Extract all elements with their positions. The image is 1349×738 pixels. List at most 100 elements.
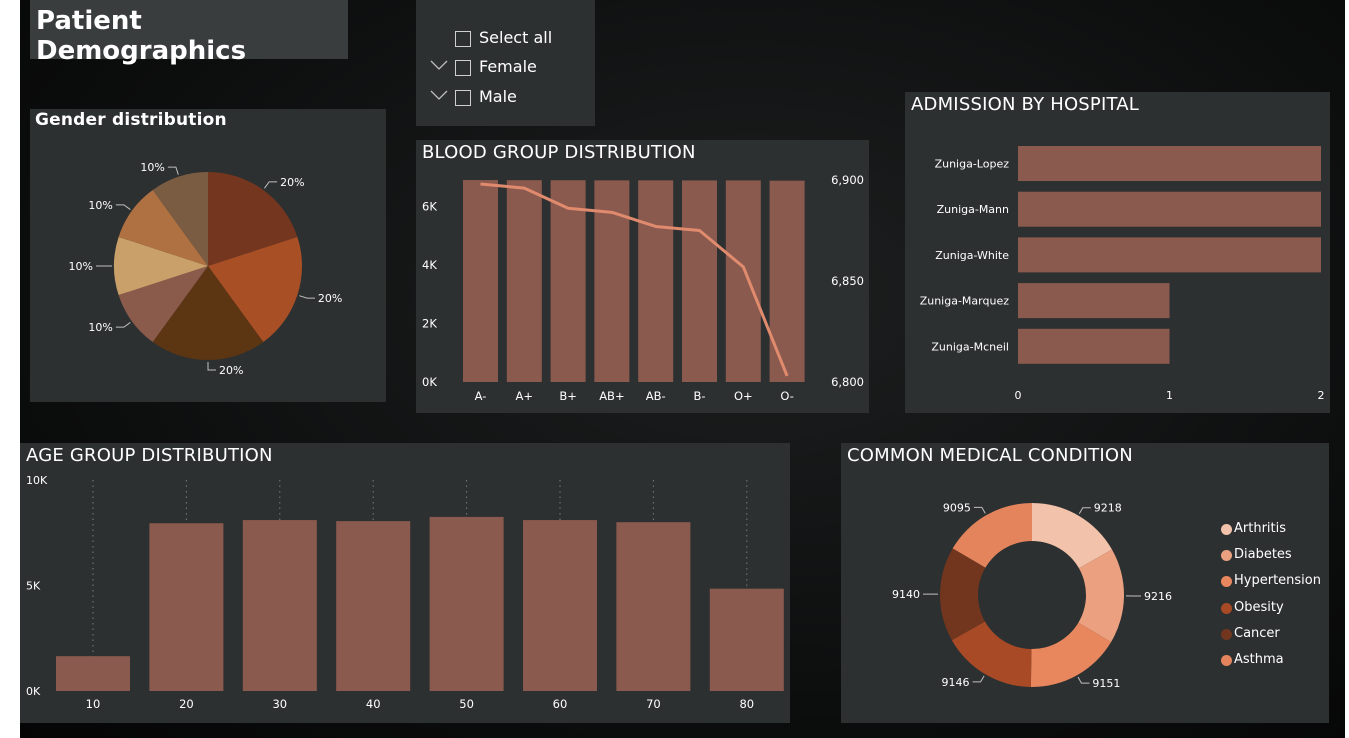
- y-tick-label: 2K: [422, 316, 437, 330]
- x-tick-label: B+: [559, 389, 577, 403]
- bar: [1018, 283, 1170, 319]
- right-margin-strip: [1345, 0, 1349, 738]
- blood-group-panel: BLOOD GROUP DISTRIBUTION 0K 2K 4K 6K 6,900 6,…: [416, 140, 869, 413]
- condition-slice: [951, 621, 1032, 687]
- page-title: Patient Demographics: [36, 6, 247, 66]
- x-tick-label: 70: [646, 697, 661, 711]
- x-tick-label: 80: [739, 697, 754, 711]
- slice-data-label: 9218: [1094, 502, 1122, 515]
- slice-data-label: 20%: [280, 176, 304, 189]
- slicer-item-label: Select all: [479, 28, 553, 47]
- chart-title: AGE GROUP DISTRIBUTION: [26, 445, 273, 466]
- leader-line: [115, 322, 131, 328]
- x-tick-label: 40: [366, 697, 381, 711]
- gender-distribution-panel: Gender distribution 20% 20% 20% 10% 10% 10% 10…: [30, 109, 386, 402]
- gender-slicer[interactable]: Select all Female Male: [416, 0, 595, 126]
- x-tick-label: 2: [1318, 389, 1325, 402]
- condition-slice: [1030, 622, 1112, 687]
- x-tick-label: AB-: [646, 389, 666, 403]
- y-tick-label: Zuniga-Marquez: [920, 295, 1010, 308]
- gender-slice: [208, 236, 302, 343]
- gender-slice: [118, 266, 208, 343]
- gender-slice: [113, 236, 208, 296]
- leader-line: [207, 362, 216, 371]
- y-tick-label: Zuniga-Mann: [937, 203, 1009, 216]
- leader-line: [167, 166, 179, 175]
- legend-label: Obesity: [1234, 599, 1284, 615]
- bar: [429, 516, 504, 691]
- x-tick-label: A+: [516, 389, 534, 403]
- gender-slice: [118, 189, 208, 266]
- bar: [616, 522, 691, 691]
- legend-label: Hypertension: [1234, 573, 1321, 589]
- bar: [1018, 237, 1321, 273]
- x-tick-label: 10: [86, 697, 101, 711]
- gender-pie-chart: 20% 20% 20% 10% 10% 10% 10%: [69, 161, 343, 377]
- y-tick-label: 0K: [422, 375, 437, 389]
- x-tick-label: AB+: [599, 389, 624, 403]
- bar: [725, 180, 761, 382]
- leader-line: [1077, 676, 1090, 684]
- gender-slice: [152, 172, 208, 266]
- slicer-item-select-all[interactable]: Select all: [416, 28, 595, 52]
- bar: [506, 180, 542, 382]
- y-tick-label: Zuniga-Lopez: [935, 158, 1010, 171]
- legend-marker: [1221, 550, 1232, 562]
- x-tick-label: 50: [459, 697, 474, 711]
- x-tick-label: B-: [693, 389, 705, 403]
- bar: [56, 656, 130, 691]
- gender-slice: [152, 266, 264, 360]
- age-group-panel: AGE GROUP DISTRIBUTION 0K 5K 10K 10 20 30 40 50…: [20, 443, 790, 723]
- slice-data-label: 10%: [69, 260, 93, 273]
- line-series: [480, 182, 789, 377]
- slice-data-label: 9140: [892, 588, 920, 601]
- y-tick-label: Zuniga-White: [935, 249, 1009, 262]
- bar: [709, 588, 784, 691]
- x-tick-label: A-: [475, 389, 487, 403]
- bar: [550, 180, 586, 382]
- legend-label: Diabetes: [1234, 547, 1292, 563]
- title-panel: Patient Demographics: [30, 0, 348, 66]
- checkbox[interactable]: [455, 31, 471, 47]
- bar: [336, 521, 411, 691]
- hospital-bar-chart: Zuniga-Lopez Zuniga-Mann Zuniga-White Zunig…: [920, 146, 1325, 402]
- slice-data-label: 10%: [88, 199, 112, 212]
- legend-label: Arthritis: [1234, 521, 1287, 536]
- y2-tick-label: 6,900: [831, 173, 864, 187]
- checkbox[interactable]: [455, 60, 471, 76]
- medical-condition-donut: 9218 9216 9151 9146 9140 9095: [892, 501, 1172, 690]
- slicer-item-male[interactable]: Male: [416, 87, 595, 111]
- bar: [638, 180, 674, 382]
- gender-slice: [208, 172, 298, 266]
- legend-marker: [1221, 602, 1232, 614]
- chart-title: BLOOD GROUP DISTRIBUTION: [422, 142, 696, 163]
- chart-title: ADMISSION BY HOSPITAL: [911, 94, 1140, 115]
- bar: [242, 520, 317, 691]
- x-tick-label: 60: [553, 697, 568, 711]
- y-tick-label: Zuniga-Mcneil: [931, 340, 1009, 353]
- y-tick-label: 0K: [26, 685, 41, 698]
- blood-group-chart: 0K 2K 4K 6K 6,900 6,850 6,800 A- A+ B+ AB+ AB- B- O+ O…: [422, 173, 864, 403]
- admission-by-hospital-panel: ADMISSION BY HOSPITAL Zuniga-Lopez Zuniga…: [905, 92, 1330, 413]
- chart-title: Gender distribution: [35, 110, 227, 130]
- y-tick-label: 5K: [26, 580, 41, 593]
- slicer-item-label: Female: [479, 57, 537, 76]
- leader-line: [972, 675, 985, 683]
- slice-data-label: 9146: [942, 676, 970, 689]
- slicer-item-label: Male: [479, 87, 517, 106]
- x-tick-label: 20: [179, 697, 194, 711]
- slice-data-label: 9151: [1092, 677, 1120, 690]
- slice-data-label: 9216: [1144, 590, 1172, 603]
- bar: [682, 180, 717, 382]
- x-tick-label: O+: [734, 389, 753, 403]
- condition-slice: [1032, 503, 1112, 569]
- bar: [594, 180, 630, 382]
- slicer-item-female[interactable]: Female: [416, 57, 595, 81]
- y2-tick-label: 6,850: [831, 274, 864, 288]
- bar: [1018, 146, 1321, 181]
- chevron-down-icon[interactable]: [430, 57, 448, 75]
- bar: [769, 180, 805, 382]
- chevron-down-icon[interactable]: [430, 87, 448, 105]
- checkbox[interactable]: [455, 90, 471, 106]
- slice-data-label: 20%: [219, 364, 243, 377]
